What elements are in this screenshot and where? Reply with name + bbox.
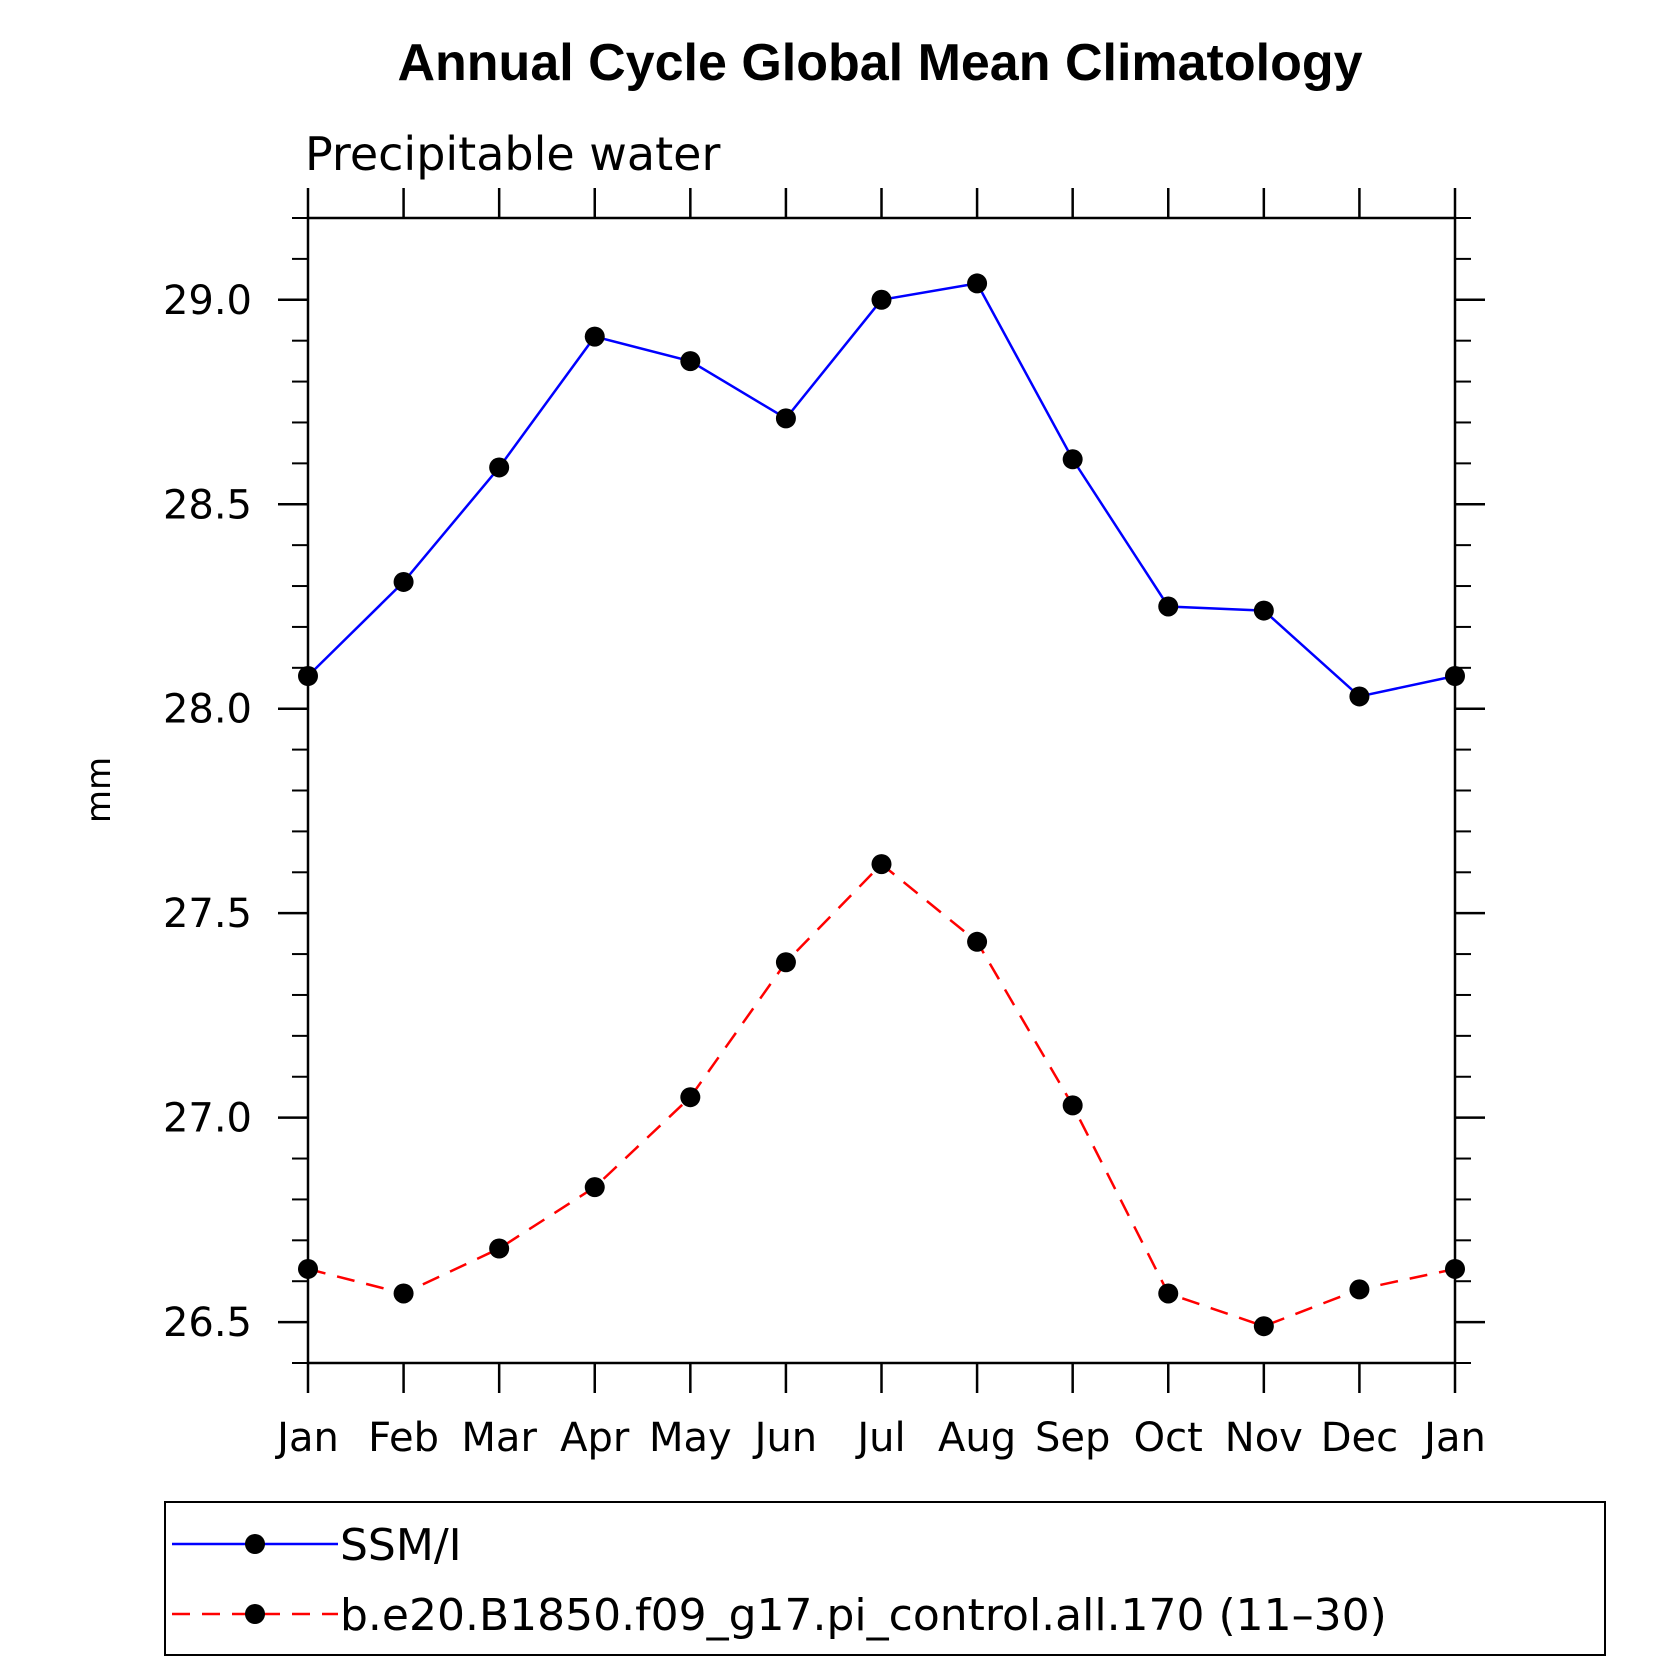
- x-tick-label: Aug: [938, 1415, 1016, 1461]
- data-point: [680, 1087, 701, 1108]
- x-tick-label: May: [649, 1415, 732, 1461]
- series-layer: [298, 273, 1465, 1337]
- legend: SSM/I b.e20.B1850.f09_g17.pi_control.all.…: [164, 1501, 1606, 1656]
- x-tick-label: Sep: [1035, 1415, 1110, 1461]
- x-tick-label: Jun: [752, 1415, 818, 1461]
- data-point: [298, 666, 318, 686]
- data-point: [393, 571, 414, 592]
- x-tick-label: Feb: [368, 1415, 439, 1461]
- data-point: [489, 457, 510, 478]
- y-tick-label: 26.5: [163, 1300, 252, 1346]
- data-point: [1062, 449, 1083, 470]
- x-tick-label: Dec: [1321, 1415, 1398, 1461]
- legend-marker: [245, 1534, 265, 1554]
- data-point: [871, 289, 892, 310]
- x-tick-label: Jan: [1421, 1415, 1486, 1461]
- data-point: [1445, 1258, 1465, 1279]
- x-tick-label: Oct: [1134, 1415, 1203, 1461]
- x-tick-label: Jan: [274, 1415, 339, 1461]
- legend-label: SSM/I: [340, 1520, 462, 1571]
- x-tick-label: Jul: [854, 1415, 905, 1461]
- data-point: [1349, 1279, 1370, 1300]
- y-tick-label: 29.0: [163, 278, 252, 324]
- data-point: [1349, 686, 1370, 707]
- y-tick-label: 27.0: [163, 1096, 252, 1142]
- y-tick-label: 28.0: [163, 687, 252, 733]
- chart-subtitle: Precipitable water: [305, 127, 720, 181]
- data-point: [967, 273, 988, 294]
- x-tick-label: Nov: [1225, 1415, 1303, 1461]
- data-point: [489, 1238, 510, 1259]
- series-line-1: [307, 862, 1456, 1328]
- y-tick-label: 28.5: [163, 482, 252, 528]
- data-point: [680, 351, 701, 372]
- data-point: [1062, 1095, 1083, 1116]
- data-point: [967, 931, 988, 952]
- legend-label: b.e20.B1850.f09_g17.pi_control.all.170 (…: [340, 1590, 1387, 1641]
- data-point: [775, 408, 796, 429]
- y-axis-label: mm: [79, 757, 119, 823]
- x-tick-label: Apr: [560, 1415, 630, 1461]
- data-point: [1253, 1316, 1274, 1337]
- data-point: [1445, 666, 1465, 686]
- data-point: [584, 326, 605, 347]
- plot-axes: Jan Feb Mar Apr May Jun Jul Aug Sep Oct Nov Dec Jan 2…: [163, 188, 1486, 1461]
- series-line-0: [307, 282, 1456, 698]
- data-point: [393, 1283, 414, 1304]
- data-point: [775, 952, 796, 973]
- data-point: [1158, 1283, 1179, 1304]
- x-tick-label: Mar: [461, 1415, 537, 1461]
- legend-box: [164, 1501, 1606, 1656]
- data-point: [871, 854, 892, 875]
- data-point: [1158, 596, 1179, 617]
- data-point: [1253, 600, 1274, 621]
- chart-title: Annual Cycle Global Mean Climatology: [397, 34, 1362, 92]
- data-point: [584, 1177, 605, 1198]
- y-tick-label: 27.5: [163, 891, 252, 937]
- plot-frame: [306, 216, 1457, 1365]
- data-point: [298, 1258, 318, 1279]
- legend-marker: [245, 1604, 265, 1624]
